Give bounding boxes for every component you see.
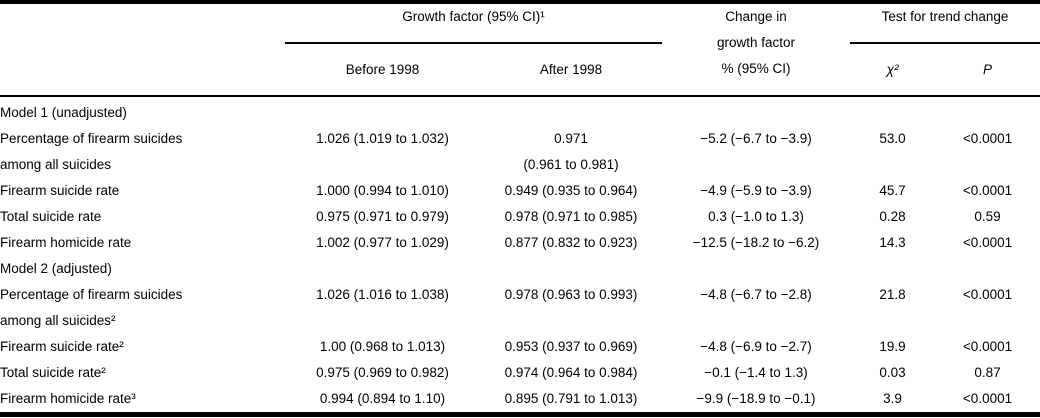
cell-before-1998: 1.00 (0.968 to 1.013): [319, 339, 446, 354]
table-row-firearm-homicide-rate-m1: Firearm homicide rate 1.002 (0.977 to 1.…: [0, 230, 1040, 256]
cell-after-1998: 0.949 (0.935 to 0.964): [504, 183, 638, 198]
row-label: Firearm homicide rate³: [0, 391, 136, 406]
cell-change: −12.5 (−18.2 to −6.2): [692, 235, 820, 250]
header-change-line1: Change in: [725, 9, 787, 24]
cell-p-value: <0.0001: [962, 183, 1013, 198]
table-header: Growth factor (95% CI)¹ Change in growth…: [0, 2, 1040, 97]
header-subrow: Before 1998 After 1998 χ² P: [0, 43, 1040, 97]
cell-change: −5.2 (−6.7 to −3.9): [700, 131, 812, 146]
cell-p-value: <0.0001: [962, 339, 1013, 354]
cell-p-value: 0.59: [974, 209, 1001, 224]
section-label: Model 1 (unadjusted): [0, 105, 127, 120]
table-row-firearm-homicide-rate-m2: Firearm homicide rate³ 0.994 (0.894 to 1…: [0, 386, 1040, 415]
cell-change: −0.1 (−1.4 to 1.3): [704, 365, 808, 380]
cell-p-value: <0.0001: [962, 235, 1013, 250]
cell-before-1998: 1.002 (0.977 to 1.029): [316, 235, 449, 250]
cell-chi-squared: 21.8: [879, 287, 906, 302]
section-row-model-1: Model 1 (unadjusted): [0, 96, 1040, 126]
cell-before-1998: 1.026 (1.019 to 1.032): [316, 131, 449, 146]
header-p-value: P: [935, 43, 1040, 97]
cell-change: −4.9 (−5.9 to −3.9): [700, 183, 812, 198]
header-corner-empty: [0, 2, 285, 97]
cell-before-1998: 1.026 (1.016 to 1.038): [316, 287, 449, 302]
header-before-1998: Before 1998: [285, 43, 480, 97]
cell-p-value: 0.87: [974, 365, 1001, 380]
table-row-total-suicide-rate-m1: Total suicide rate 0.975 (0.971 to 0.979…: [0, 204, 1040, 230]
header-growth-factor-group: Growth factor (95% CI)¹: [285, 2, 663, 44]
cell-before-1998: 1.000 (0.994 to 1.010): [316, 183, 449, 198]
row-label: Firearm homicide rate: [0, 235, 132, 250]
cell-after-1998: 0.953 (0.937 to 0.969): [504, 339, 638, 354]
cell-p-value: <0.0001: [962, 131, 1013, 146]
cell-p-value: <0.0001: [962, 391, 1013, 406]
table-row-total-suicide-rate-m2: Total suicide rate² 0.975 (0.969 to 0.98…: [0, 360, 1040, 386]
row-label: Percentage of firearm suicides among all…: [0, 131, 183, 172]
header-change-line2: growth factor: [716, 35, 796, 50]
cell-chi-squared: 45.7: [879, 183, 906, 198]
header-group-row: Growth factor (95% CI)¹ Change in growth…: [0, 2, 1040, 97]
table-row-pct-firearm-suicides-m2: Percentage of firearm suicides among all…: [0, 282, 1040, 334]
header-change-line3: % (95% CI): [721, 61, 791, 76]
cell-change: −9.9 (−18.9 to −0.1): [696, 391, 816, 406]
table-row-firearm-suicide-rate-m1: Firearm suicide rate 1.000 (0.994 to 1.0…: [0, 178, 1040, 204]
cell-change: −4.8 (−6.7 to −2.8): [700, 287, 812, 302]
row-label: Total suicide rate: [0, 209, 102, 224]
cell-change: −4.8 (−6.9 to −2.7): [700, 339, 812, 354]
cell-after-1998: 0.978 (0.963 to 0.993): [504, 287, 638, 302]
row-label: Firearm suicide rate²: [0, 339, 124, 354]
cell-before-1998: 0.975 (0.969 to 0.982): [316, 365, 449, 380]
cell-after-1998: 0.978 (0.971 to 0.985): [504, 209, 638, 224]
cell-chi-squared: 19.9: [879, 339, 906, 354]
cell-change: 0.3 (−1.0 to 1.3): [708, 209, 804, 224]
header-test-for-trend-group: Test for trend change: [850, 2, 1040, 44]
cell-chi-squared: 0.03: [879, 365, 906, 380]
row-label: Percentage of firearm suicides among all…: [0, 287, 183, 328]
cell-chi-squared: 53.0: [879, 131, 906, 146]
row-label: Firearm suicide rate: [0, 183, 120, 198]
table-body: Model 1 (unadjusted) Percentage of firea…: [0, 96, 1040, 415]
header-after-1998: After 1998: [480, 43, 663, 97]
row-label: Total suicide rate²: [0, 365, 106, 380]
section-row-model-2: Model 2 (adjusted): [0, 256, 1040, 282]
cell-before-1998: 0.994 (0.894 to 1.10): [319, 391, 446, 406]
cell-chi-squared: 0.28: [879, 209, 906, 224]
table-row-firearm-suicide-rate-m2: Firearm suicide rate² 1.00 (0.968 to 1.0…: [0, 334, 1040, 360]
table-row-pct-firearm-suicides-m1: Percentage of firearm suicides among all…: [0, 126, 1040, 178]
cell-after-1998: 0.974 (0.964 to 0.984): [504, 365, 638, 380]
cell-chi-squared: 3.9: [883, 391, 902, 406]
cell-after-1998: 0.971 (0.961 to 0.981): [523, 131, 619, 172]
section-label: Model 2 (adjusted): [0, 261, 112, 276]
header-chi-squared: χ²: [850, 43, 936, 97]
header-change-in-growth-factor: Change in growth factor % (95% CI): [662, 2, 851, 97]
cell-chi-squared: 14.3: [879, 235, 906, 250]
cell-p-value: <0.0001: [962, 287, 1013, 302]
cell-after-1998: 0.895 (0.791 to 1.013): [504, 391, 638, 406]
cell-after-1998: 0.877 (0.832 to 0.923): [504, 235, 638, 250]
cell-before-1998: 0.975 (0.971 to 0.979): [316, 209, 449, 224]
